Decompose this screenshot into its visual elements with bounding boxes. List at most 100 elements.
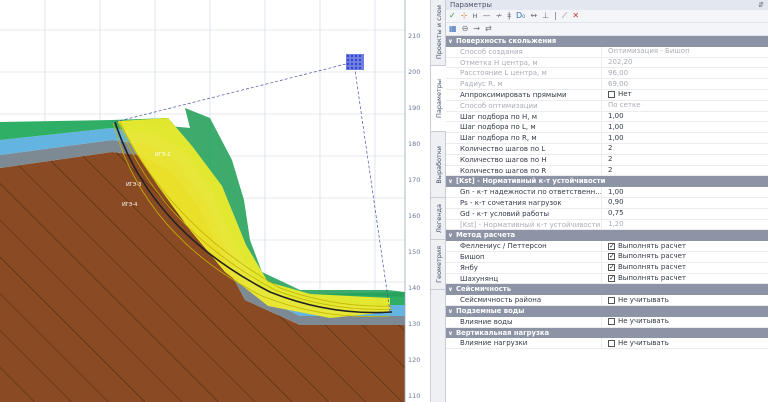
property-value-text: 1,00: [608, 122, 624, 131]
property-section-header[interactable]: ∨ Поверхность скольжения: [446, 36, 768, 47]
zoom-out-icon[interactable]: ⊖: [461, 24, 469, 33]
property-label: Сейсмичность района: [446, 295, 602, 305]
checkbox[interactable]: [608, 91, 615, 99]
property-label: Способ создания: [446, 46, 602, 57]
dimension-tool-icon[interactable]: D₀: [516, 11, 526, 20]
property-value[interactable]: Оптимизация - Бишоп: [602, 47, 768, 57]
arrow-icon[interactable]: →: [473, 24, 480, 33]
checkbox[interactable]: [608, 339, 615, 347]
delete-icon[interactable]: ✕: [572, 11, 580, 20]
property-value[interactable]: Выполнять расчет: [602, 241, 768, 251]
property-value[interactable]: 0,75: [602, 209, 768, 219]
section-title: Вертикальная нагрузка: [456, 328, 550, 337]
property-value[interactable]: Не учитывать: [602, 317, 768, 327]
property-value-text: Не учитывать: [618, 338, 669, 347]
panel-toolbar-secondary: ▦ ⊖ → ⇄: [446, 23, 768, 36]
property-value-text: Не учитывать: [618, 295, 669, 304]
property-value[interactable]: 1,00: [602, 112, 768, 122]
property-value-text: 1,00: [608, 187, 624, 196]
property-section-header[interactable]: ∨ Вертикальная нагрузка: [446, 327, 768, 339]
chevron-down-icon[interactable]: ∨: [448, 329, 453, 337]
property-label: Янбу: [446, 262, 602, 273]
section-title: Метод расчета: [456, 231, 516, 240]
property-row: Шахунянц Выполнять расчет: [446, 273, 768, 285]
property-label: Ps - к-т сочетания нагрузок: [446, 197, 602, 208]
section-title: Сейсмичность: [456, 285, 512, 294]
checkbox[interactable]: [608, 296, 615, 304]
panel-toolbar: ✓ ⊹ н — ≁ ǂ D₀ ↔ ⊥ | ⟋ ✕: [446, 10, 768, 23]
checkbox[interactable]: [608, 241, 615, 251]
property-value-text: Не учитывать: [618, 317, 669, 326]
pin-icon[interactable]: ⇵: [758, 1, 764, 9]
property-value[interactable]: Выполнять расчет: [602, 274, 768, 283]
tab-geometry[interactable]: Геометрия: [431, 240, 446, 290]
slip-body: [118, 118, 390, 318]
property-value[interactable]: 0,90: [602, 198, 768, 208]
checkbox[interactable]: [608, 274, 615, 283]
property-value[interactable]: 1,00: [602, 187, 768, 197]
chevron-down-icon[interactable]: ∨: [448, 232, 453, 240]
property-value[interactable]: 2: [602, 166, 768, 176]
curve-tool-icon[interactable]: ≁: [495, 11, 503, 20]
property-value[interactable]: По сетке: [602, 101, 768, 111]
axis-tick-label: 190: [408, 104, 420, 112]
chevron-down-icon[interactable]: ∨: [448, 38, 453, 45]
slip-surfaces: [112, 121, 393, 317]
property-row: Шаг подбора по Н, м 1,00: [446, 111, 768, 123]
axis-tick-label: 140: [408, 284, 420, 292]
drawing-canvas[interactable]: ИГЭ-2 ИГЭ-3 ИГЭ-4 210 200 190 180 170 16…: [0, 0, 430, 402]
property-value[interactable]: Выполнять расчет: [602, 252, 768, 262]
property-section-header[interactable]: ∨ Подземные воды: [446, 305, 768, 317]
property-section-header[interactable]: ∨ [Kst] - Нормативный к-т устойчивости: [446, 176, 768, 188]
tab-projects-layers[interactable]: Проекты и слои: [431, 0, 446, 66]
layer-label: ИГЭ-2: [155, 152, 170, 158]
point-tool-icon[interactable]: ⊹: [460, 11, 468, 20]
property-value[interactable]: 2: [602, 155, 768, 165]
chevron-down-icon[interactable]: ∨: [448, 286, 453, 294]
cross-tool-icon[interactable]: ǂ: [507, 11, 512, 20]
property-value[interactable]: Не учитывать: [602, 338, 768, 348]
property-value[interactable]: Выполнять расчет: [602, 263, 768, 273]
property-value-text: 2: [608, 166, 613, 175]
measure-tool-icon[interactable]: ↔: [530, 11, 538, 20]
table-icon[interactable]: ▦: [449, 24, 457, 33]
section-title: [Kst] - Нормативный к-т устойчивости: [456, 177, 606, 186]
property-value[interactable]: 2: [602, 144, 768, 154]
swap-icon[interactable]: ⇄: [484, 24, 492, 33]
property-section-header[interactable]: ∨ Сейсмичность: [446, 284, 768, 296]
property-row: Отметка Н центра, м 202,20: [446, 57, 768, 69]
radius-lines: [114, 62, 391, 313]
axis-tick-label: 180: [408, 140, 420, 148]
checkbox[interactable]: [608, 318, 615, 326]
property-value[interactable]: 96,00: [602, 68, 768, 78]
tab-workings[interactable]: Выработки: [431, 132, 446, 198]
property-label: Влияние нагрузки: [446, 338, 602, 349]
chevron-down-icon[interactable]: ∨: [448, 178, 453, 186]
apply-icon[interactable]: ✓: [449, 11, 456, 20]
tab-parameters[interactable]: Параметры: [431, 66, 446, 132]
layer-label: ИГЭ-3: [126, 182, 141, 188]
pen-tool-icon[interactable]: ⟋: [561, 11, 568, 20]
axis-tick-label: 200: [408, 68, 420, 76]
property-value[interactable]: 1,00: [602, 133, 768, 143]
property-value[interactable]: Нет: [602, 90, 768, 100]
property-value[interactable]: Не учитывать: [602, 295, 768, 305]
slope-section-drawing: ИГЭ-2 ИГЭ-3 ИГЭ-4 210 200 190 180 170 16…: [0, 0, 420, 402]
checkbox[interactable]: [608, 252, 615, 262]
tab-legend[interactable]: Легенда: [431, 198, 446, 240]
property-label: Радиус R, м: [446, 79, 602, 89]
property-value[interactable]: 202,20: [602, 58, 768, 68]
property-value[interactable]: 1,20: [602, 220, 768, 230]
line-tool-icon[interactable]: —: [482, 11, 491, 20]
property-value[interactable]: 1,00: [602, 122, 768, 132]
checkbox[interactable]: [608, 263, 615, 273]
chevron-down-icon[interactable]: ∨: [448, 307, 453, 315]
property-value[interactable]: 69,00: [602, 79, 768, 89]
property-row: Влияние нагрузки Не учитывать: [446, 338, 768, 350]
property-row: Способ создания Оптимизация - Бишоп: [446, 46, 768, 58]
property-section-header[interactable]: ∨ Метод расчета: [446, 230, 768, 242]
perpendicular-tool-icon[interactable]: ⊥: [542, 11, 550, 20]
property-row: Сейсмичность района Не учитывать: [446, 295, 768, 306]
height-tool-icon[interactable]: н: [472, 11, 478, 20]
property-value-text: 0,75: [608, 209, 624, 218]
